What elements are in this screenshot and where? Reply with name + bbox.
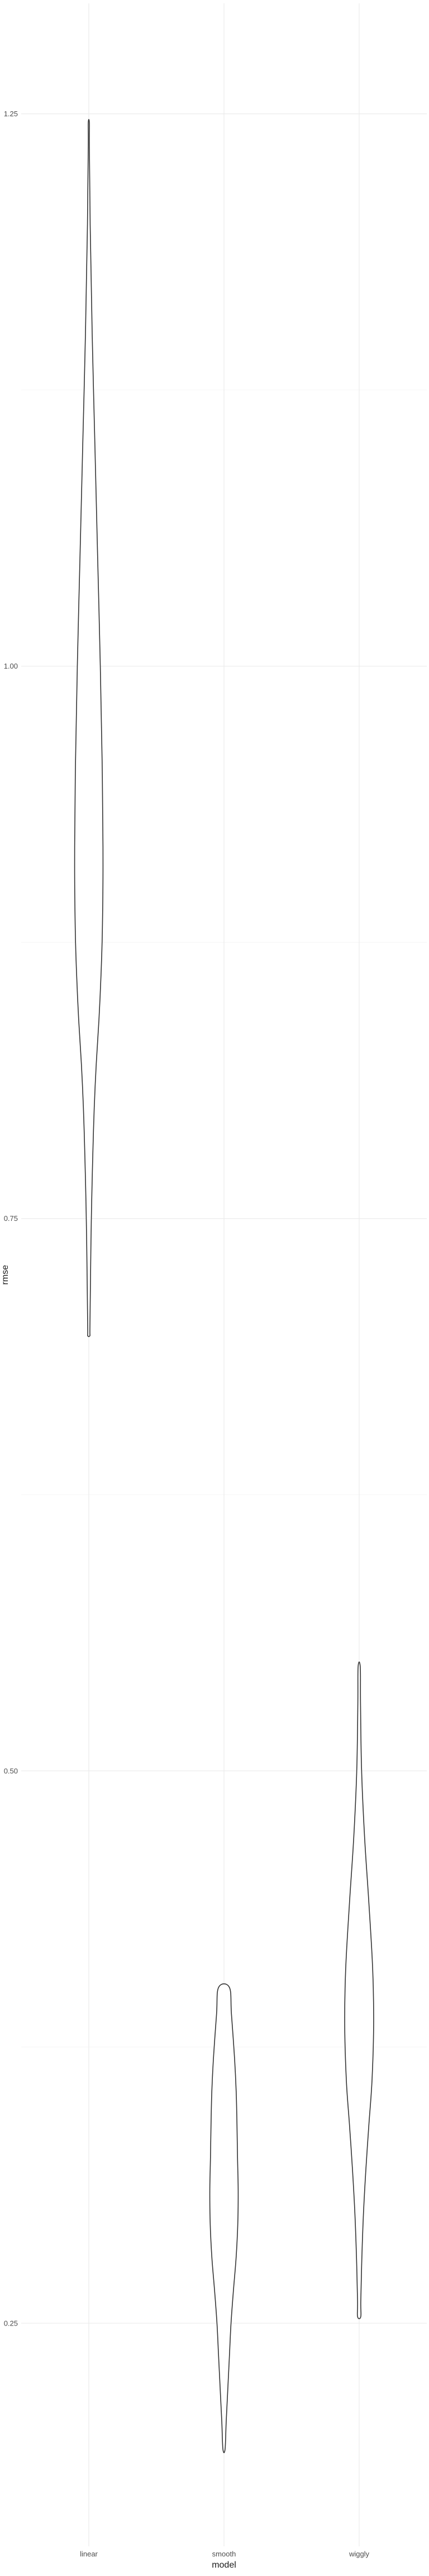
- violin-linear: [74, 119, 104, 1337]
- y-tick-label: 0.25: [4, 2319, 18, 2327]
- x-axis-ticks: linear smooth wiggly: [80, 2550, 369, 2558]
- y-axis-ticks: 0.25 0.50 0.75 1.00 1.25: [4, 110, 18, 2327]
- violin-smooth: [209, 1983, 239, 2454]
- y-tick-label: 1.25: [4, 110, 18, 118]
- x-tick-label-smooth: smooth: [212, 2550, 236, 2558]
- x-tick-label-wiggly: wiggly: [349, 2550, 370, 2558]
- x-axis-title: model: [212, 2560, 236, 2570]
- violins: [74, 119, 374, 2454]
- y-tick-label: 0.75: [4, 1214, 18, 1223]
- y-tick-label: 1.00: [4, 662, 18, 670]
- x-tick-label-linear: linear: [80, 2550, 98, 2558]
- violin-wiggly: [344, 1661, 374, 2319]
- y-axis-title: rmse: [1, 1265, 10, 1285]
- y-tick-label: 0.50: [4, 1767, 18, 1775]
